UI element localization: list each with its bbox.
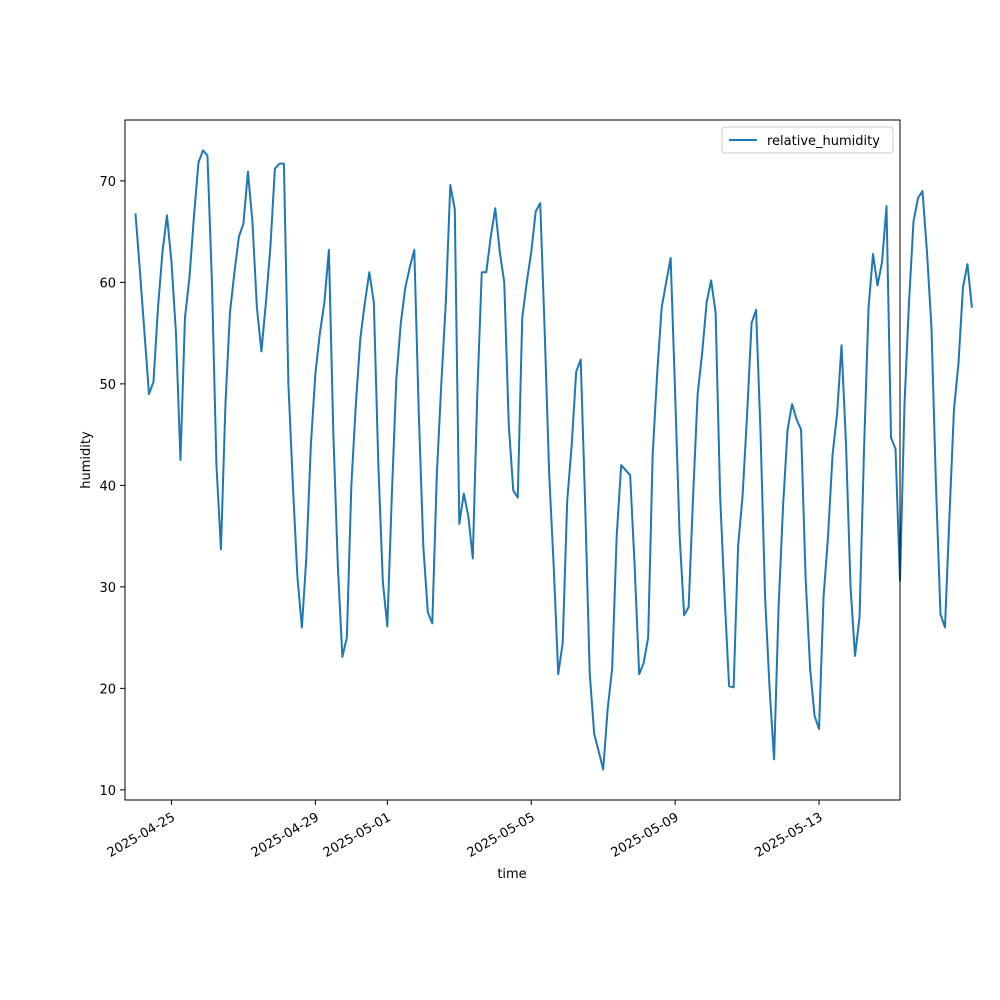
y-tick-label: 50 bbox=[99, 378, 116, 393]
y-tick-label: 70 bbox=[99, 175, 116, 190]
series-line-relative-humidity bbox=[134, 149, 973, 771]
y-tick-label: 20 bbox=[99, 682, 116, 697]
legend-entry-relative-humidity: relative_humidity bbox=[767, 134, 880, 149]
x-axis-title: time bbox=[497, 867, 526, 882]
y-axis-title: humidity bbox=[79, 431, 94, 489]
series-layer bbox=[134, 149, 973, 771]
y-tick-label: 10 bbox=[99, 784, 116, 799]
y-tick-label: 30 bbox=[99, 581, 116, 596]
y-tick-label: 60 bbox=[99, 276, 116, 291]
legend: relative_humidity bbox=[721, 126, 894, 154]
plot-frame bbox=[124, 119, 901, 801]
y-axis: 10 20 30 40 50 60 70 bbox=[99, 175, 125, 799]
legend-box bbox=[721, 126, 894, 154]
y-tick-label: 40 bbox=[99, 479, 116, 494]
